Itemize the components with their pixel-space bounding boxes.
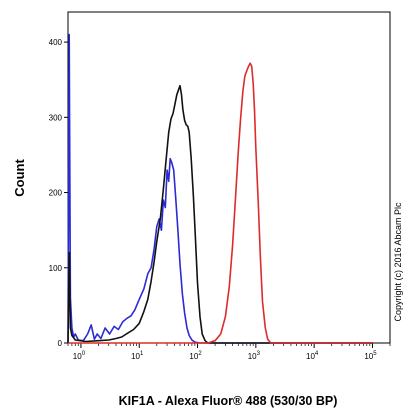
y-tick-label: 0	[58, 339, 63, 348]
series-line-2	[67, 84, 373, 344]
x-tick-label: 105	[364, 351, 377, 361]
x-tick-label: 104	[306, 351, 319, 361]
x-axis-ticks: 100 101 102 103 104 105	[67, 343, 391, 361]
x-tick-label: 103	[248, 351, 261, 361]
y-tick-label: 200	[49, 189, 63, 198]
y-tick-label: 400	[49, 38, 63, 47]
y-axis-ticks: 0 100 200 300 400	[49, 38, 68, 348]
histogram-series	[67, 33, 373, 344]
y-tick-label: 300	[49, 113, 63, 122]
x-tick-label: 102	[189, 351, 202, 361]
copyright-annotation: Copyright (c) 2016 Abcam Plc	[393, 202, 403, 322]
series-line-3	[68, 62, 373, 344]
series-line-1	[67, 33, 373, 344]
x-tick-label: 101	[131, 351, 144, 361]
x-axis-label: KIF1A - Alexa Fluor® 488 (530/30 BP)	[119, 394, 338, 408]
y-axis-label: Count	[12, 159, 27, 197]
x-tick-label: 100	[73, 351, 86, 361]
y-tick-label: 100	[49, 264, 63, 273]
